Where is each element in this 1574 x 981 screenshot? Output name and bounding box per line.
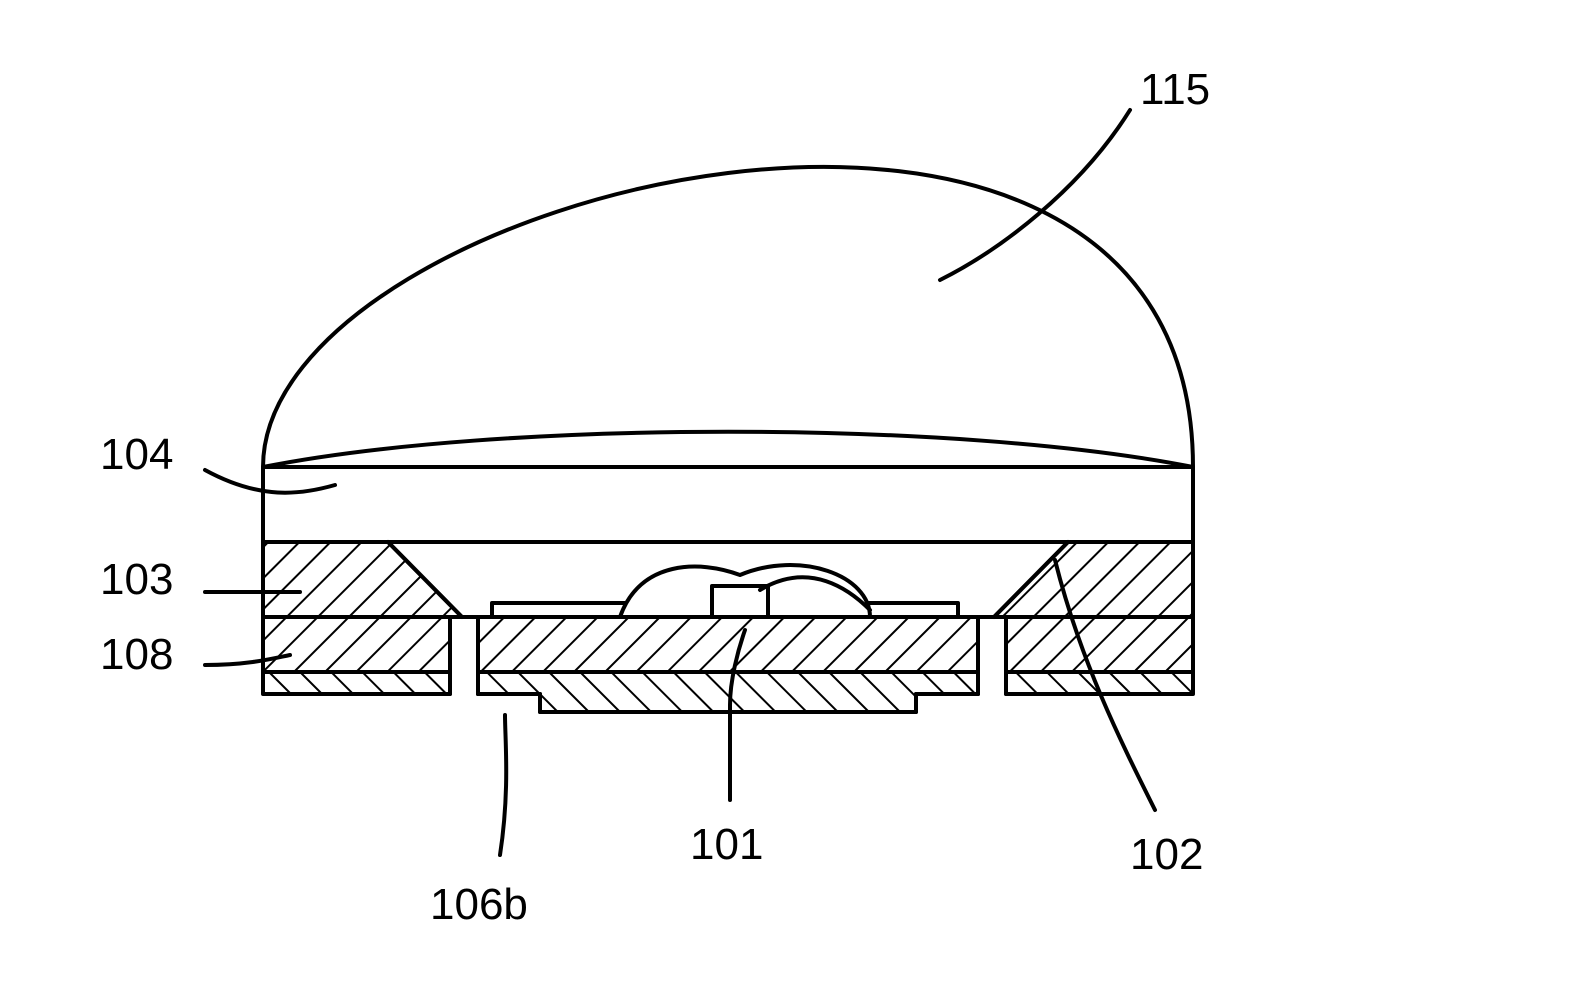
leader-106b [500,715,506,855]
part-103-right [994,542,1193,617]
part-104 [263,467,1193,542]
label-103: 103 [100,555,173,605]
label-101: 101 [690,820,763,870]
label-102: 102 [1130,830,1203,880]
part-108-seg1 [263,617,450,672]
label-115: 115 [1140,65,1210,115]
part-115-inner [263,432,1193,467]
leader-115 [940,110,1130,280]
part-103-left [263,542,462,617]
label-106b: 106b [430,880,528,930]
diagram-root: 115 104 103 108 101 106b 102 [0,0,1574,981]
part-108-seg2 [478,617,978,672]
part-106b-seg1 [263,672,450,694]
label-104: 104 [100,430,173,480]
part-115-outer [263,167,1193,467]
label-108: 108 [100,630,173,680]
diagram-svg [0,0,1574,981]
drawing-body [263,167,1193,712]
part-108-seg3 [1006,617,1193,672]
